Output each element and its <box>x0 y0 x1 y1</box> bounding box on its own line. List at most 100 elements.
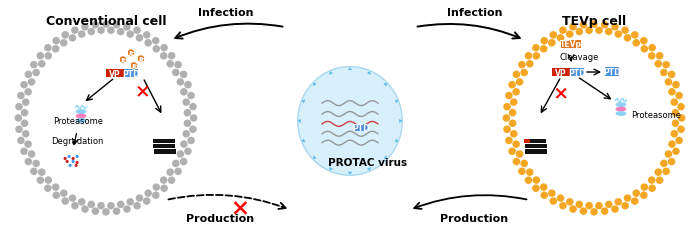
Circle shape <box>509 109 517 117</box>
Circle shape <box>189 126 197 134</box>
Circle shape <box>180 141 188 148</box>
Circle shape <box>672 109 679 117</box>
Text: Proteasome: Proteasome <box>631 110 681 119</box>
Ellipse shape <box>76 110 87 115</box>
FancyBboxPatch shape <box>570 68 584 77</box>
Circle shape <box>25 158 32 166</box>
Circle shape <box>127 198 134 206</box>
Text: Infection: Infection <box>197 8 253 18</box>
Circle shape <box>52 38 60 45</box>
Circle shape <box>64 157 66 160</box>
Circle shape <box>575 29 583 36</box>
Circle shape <box>503 115 510 122</box>
Circle shape <box>505 137 512 145</box>
Circle shape <box>585 202 593 210</box>
Circle shape <box>32 70 40 77</box>
Circle shape <box>550 32 557 40</box>
Circle shape <box>183 120 191 128</box>
Circle shape <box>580 207 587 215</box>
Text: Cleavage: Cleavage <box>559 53 598 62</box>
Circle shape <box>183 131 190 138</box>
Circle shape <box>540 46 547 53</box>
Circle shape <box>678 103 685 111</box>
Circle shape <box>183 109 191 117</box>
Circle shape <box>180 71 188 79</box>
Circle shape <box>167 169 174 176</box>
FancyBboxPatch shape <box>106 69 124 78</box>
Circle shape <box>92 22 99 29</box>
Text: Ub: Ub <box>136 56 146 62</box>
Circle shape <box>524 53 532 60</box>
Text: PTD: PTD <box>122 69 139 78</box>
FancyBboxPatch shape <box>561 41 581 49</box>
FancyBboxPatch shape <box>154 150 176 154</box>
Text: Degradation: Degradation <box>51 137 104 146</box>
Circle shape <box>52 46 60 53</box>
Text: PTD: PTD <box>568 68 586 77</box>
Circle shape <box>172 70 180 77</box>
Circle shape <box>30 62 38 69</box>
Circle shape <box>20 82 28 89</box>
Circle shape <box>92 207 99 215</box>
Circle shape <box>52 184 60 191</box>
Circle shape <box>71 157 75 160</box>
Circle shape <box>548 190 556 197</box>
Circle shape <box>168 53 176 60</box>
Circle shape <box>559 27 567 35</box>
Circle shape <box>656 53 664 60</box>
Circle shape <box>624 195 631 202</box>
Circle shape <box>512 71 520 79</box>
Circle shape <box>52 192 60 199</box>
Circle shape <box>38 61 46 68</box>
Circle shape <box>654 61 662 68</box>
Circle shape <box>566 198 573 206</box>
Circle shape <box>532 185 540 192</box>
Text: Production: Production <box>440 213 509 223</box>
Circle shape <box>45 53 52 60</box>
Circle shape <box>533 53 540 60</box>
FancyBboxPatch shape <box>552 68 570 77</box>
Text: PTD: PTD <box>603 68 621 77</box>
Circle shape <box>133 202 141 210</box>
FancyBboxPatch shape <box>153 139 175 143</box>
Circle shape <box>662 168 670 175</box>
Circle shape <box>671 131 678 138</box>
Circle shape <box>526 169 533 176</box>
Text: Ub: Ub <box>118 58 128 63</box>
Circle shape <box>648 176 655 184</box>
Circle shape <box>640 38 648 45</box>
Circle shape <box>117 29 125 36</box>
Circle shape <box>136 35 144 43</box>
Circle shape <box>176 151 184 158</box>
Circle shape <box>526 61 533 68</box>
Circle shape <box>153 46 160 53</box>
Text: Proteasome: Proteasome <box>53 117 103 126</box>
Circle shape <box>559 202 567 210</box>
Circle shape <box>69 195 76 202</box>
Circle shape <box>556 195 564 202</box>
Circle shape <box>69 35 76 43</box>
Circle shape <box>509 120 517 128</box>
Circle shape <box>25 71 32 79</box>
Circle shape <box>22 131 29 138</box>
Circle shape <box>152 38 160 45</box>
Circle shape <box>176 79 184 86</box>
Circle shape <box>69 164 71 167</box>
Circle shape <box>107 27 115 35</box>
Circle shape <box>25 89 32 96</box>
Circle shape <box>20 148 28 155</box>
Circle shape <box>512 89 520 96</box>
Circle shape <box>512 141 520 148</box>
Circle shape <box>605 201 612 208</box>
Circle shape <box>190 115 197 122</box>
Circle shape <box>153 184 160 191</box>
Circle shape <box>601 22 608 29</box>
Circle shape <box>36 53 44 60</box>
Circle shape <box>512 158 520 166</box>
Circle shape <box>590 21 598 29</box>
Circle shape <box>81 24 89 31</box>
Text: TEVp cell: TEVp cell <box>562 15 626 28</box>
Text: Conventional cell: Conventional cell <box>46 15 166 28</box>
Circle shape <box>160 53 167 60</box>
Circle shape <box>168 177 176 184</box>
